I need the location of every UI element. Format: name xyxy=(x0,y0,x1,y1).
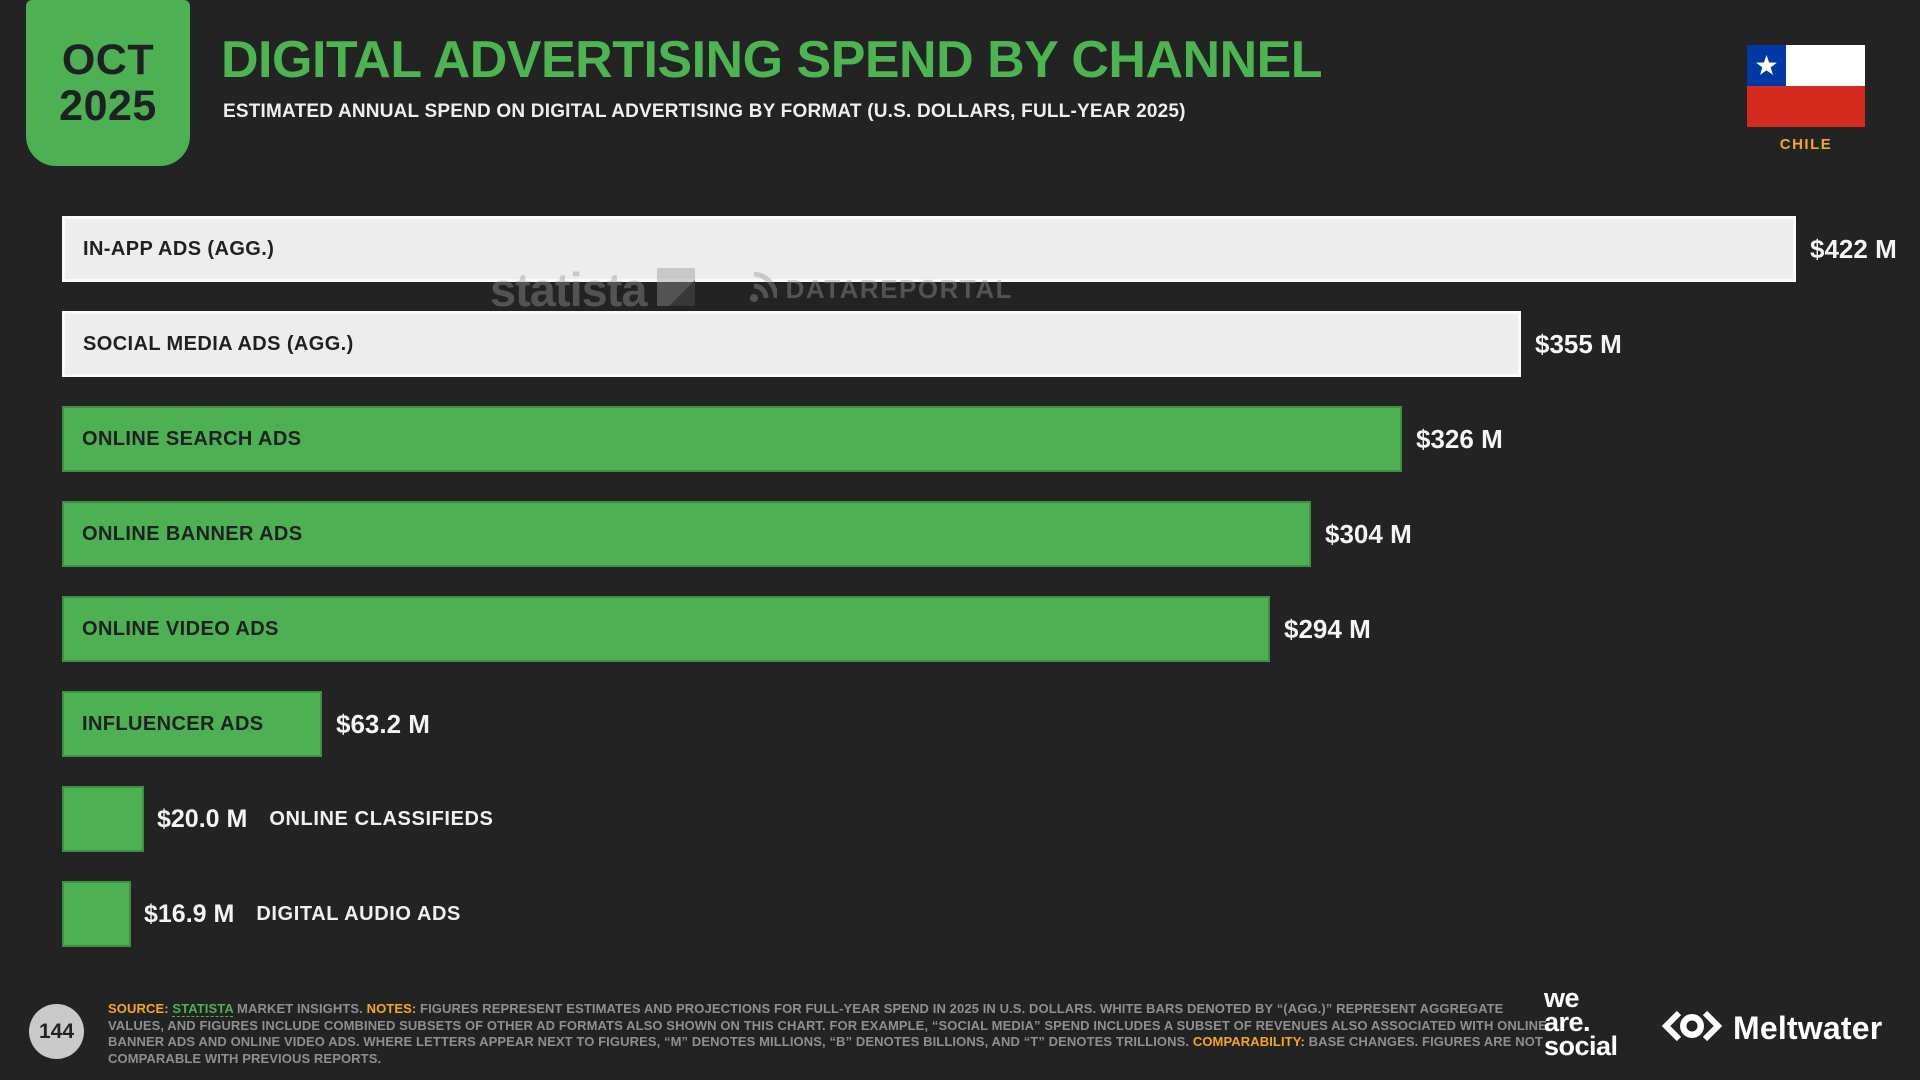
bar-value: $16.9 M xyxy=(144,899,235,928)
bar-value: $326 M xyxy=(1416,423,1503,454)
bar-row-online-search-ads: ONLINE SEARCH ADS $326 M xyxy=(62,406,1897,472)
bar-label: ONLINE SEARCH ADS xyxy=(82,427,302,450)
footer-segment: MARKET INSIGHTS. xyxy=(233,1001,367,1016)
page-subtitle: ESTIMATED ANNUAL SPEND ON DIGITAL ADVERT… xyxy=(223,101,1186,122)
bar-label: ONLINE BANNER ADS xyxy=(82,522,303,545)
bar: SOCIAL MEDIA ADS (AGG.) xyxy=(62,311,1521,377)
bar-label: SOCIAL MEDIA ADS (AGG.) xyxy=(83,332,354,355)
bar xyxy=(62,786,144,852)
statista-link[interactable]: STATISTA xyxy=(172,1001,234,1017)
bar-row-in-app-ads-agg: IN-APP ADS (AGG.) $422 M xyxy=(62,216,1897,282)
footer-notes: SOURCE: STATISTA MARKET INSIGHTS. NOTES:… xyxy=(108,1001,1548,1067)
bar: ONLINE SEARCH ADS xyxy=(62,406,1402,472)
footer-segment: BASE CHANGES. FIGURES ARE NOT COMPARABLE… xyxy=(108,1034,1543,1066)
badge-month: OCT xyxy=(61,36,155,84)
bar-value: $294 M xyxy=(1284,613,1371,644)
bar: ONLINE VIDEO ADS xyxy=(62,596,1270,662)
bar-row-online-video-ads: ONLINE VIDEO ADS $294 M xyxy=(62,596,1897,662)
bar-label: DIGITAL AUDIO ADS xyxy=(256,902,461,925)
bar-value: $20.0 M xyxy=(157,804,248,833)
meltwater-logo: Meltwater xyxy=(1660,1010,1882,1047)
bar-value: $355 M xyxy=(1535,328,1622,359)
footer-segment: SOURCE: xyxy=(108,1001,173,1016)
badge-year: 2025 xyxy=(59,82,157,130)
chile-flag-icon xyxy=(1747,45,1865,127)
meltwater-wordmark: Meltwater xyxy=(1733,1010,1883,1046)
we-are-social-line: we xyxy=(1544,983,1580,1013)
bar: ONLINE BANNER ADS xyxy=(62,501,1311,567)
date-badge: OCT 2025 xyxy=(26,0,190,166)
bar-label: IN-APP ADS (AGG.) xyxy=(83,237,275,260)
bar-row-online-banner-ads: ONLINE BANNER ADS $304 M xyxy=(62,501,1897,567)
meltwater-eye-icon xyxy=(1660,1010,1724,1047)
bar-row-digital-audio-ads: $16.9 M DIGITAL AUDIO ADS xyxy=(62,881,1897,947)
bar xyxy=(62,881,131,947)
bar-value: $304 M xyxy=(1325,518,1412,549)
bar-label: INFLUENCER ADS xyxy=(82,712,264,735)
we-are-social-line: social xyxy=(1544,1031,1618,1061)
bar-label: ONLINE CLASSIFIEDS xyxy=(269,807,494,830)
bar-row-influencer-ads: INFLUENCER ADS $63.2 M xyxy=(62,691,1897,757)
bar-label: ONLINE VIDEO ADS xyxy=(82,617,279,640)
footer-segment: NOTES: xyxy=(366,1001,421,1016)
country-label: CHILE xyxy=(1779,136,1833,153)
bar: IN-APP ADS (AGG.) xyxy=(62,216,1796,282)
page-title: DIGITAL ADVERTISING SPEND BY CHANNEL xyxy=(221,31,1323,89)
bar-value: $422 M xyxy=(1810,233,1897,264)
page-number-badge: 144 xyxy=(29,1004,84,1059)
footer-segment: FIGURES REPRESENT ESTIMATES AND PROJECTI… xyxy=(108,1001,1547,1049)
we-are-social-line: are. xyxy=(1544,1007,1591,1037)
bar-row-social-media-ads-agg: SOCIAL MEDIA ADS (AGG.) $355 M xyxy=(62,311,1897,377)
bar-row-online-classifieds: $20.0 M ONLINE CLASSIFIEDS xyxy=(62,786,1897,852)
bar-value: $63.2 M xyxy=(336,708,430,739)
bar: INFLUENCER ADS xyxy=(62,691,322,757)
footer-segment: COMPARABILITY: xyxy=(1192,1034,1309,1049)
bar-chart: IN-APP ADS (AGG.) $422 M SOCIAL MEDIA ADS … xyxy=(62,216,1897,976)
we-are-social-logo: we are. social xyxy=(1544,983,1618,1061)
